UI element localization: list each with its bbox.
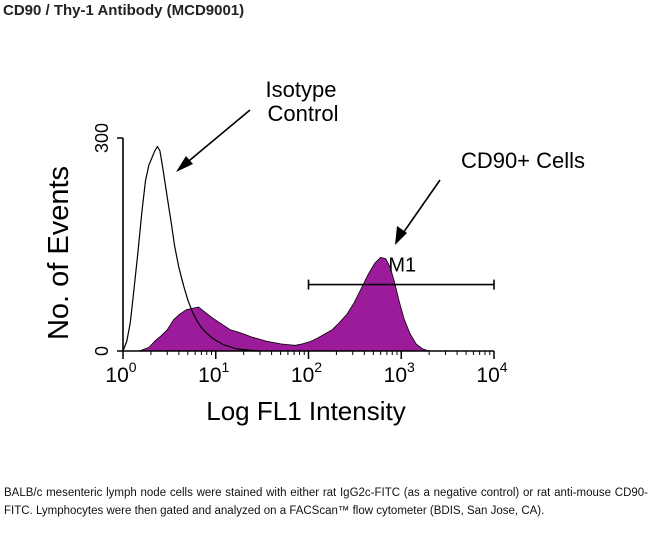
page-title: CD90 / Thy-1 Antibody (MCD9001) <box>3 2 245 19</box>
y-tick-label-1: 300 <box>92 123 112 153</box>
cd90-annotation: CD90+ Cells <box>461 148 585 173</box>
x-axis-label: Log FL1 Intensity <box>206 396 405 426</box>
x-tick-label-1: 101 <box>198 359 229 387</box>
x-tick-label-4: 104 <box>476 359 507 387</box>
m1-marker: M1 <box>307 255 495 290</box>
isotype-annotation-arrow <box>176 109 251 172</box>
isotype-annotation-line2: Control <box>268 101 339 126</box>
y-tick-label-0: 0 <box>92 346 112 356</box>
series-layer <box>122 145 430 352</box>
isotype-annotation-line1: Isotype <box>266 77 337 102</box>
figure-caption: BALB/c mesenteric lymph node cells were … <box>4 487 648 517</box>
cd90-annotation-arrow <box>395 179 441 245</box>
cd90-histogram-area <box>138 256 430 352</box>
x-tick-label-3: 103 <box>384 359 415 387</box>
y-axis-label: No. of Events <box>43 166 75 340</box>
x-tick-label-0: 100 <box>105 359 136 387</box>
m1-label: M1 <box>388 255 416 277</box>
x-tick-label-2: 102 <box>291 359 322 387</box>
histogram-chart: 100 101 102 103 104 0 300 No. of Events Log FL… <box>43 77 585 426</box>
tick-layer: 100 101 102 103 104 0 300 <box>92 123 508 387</box>
isotype-histogram-line <box>122 145 261 352</box>
